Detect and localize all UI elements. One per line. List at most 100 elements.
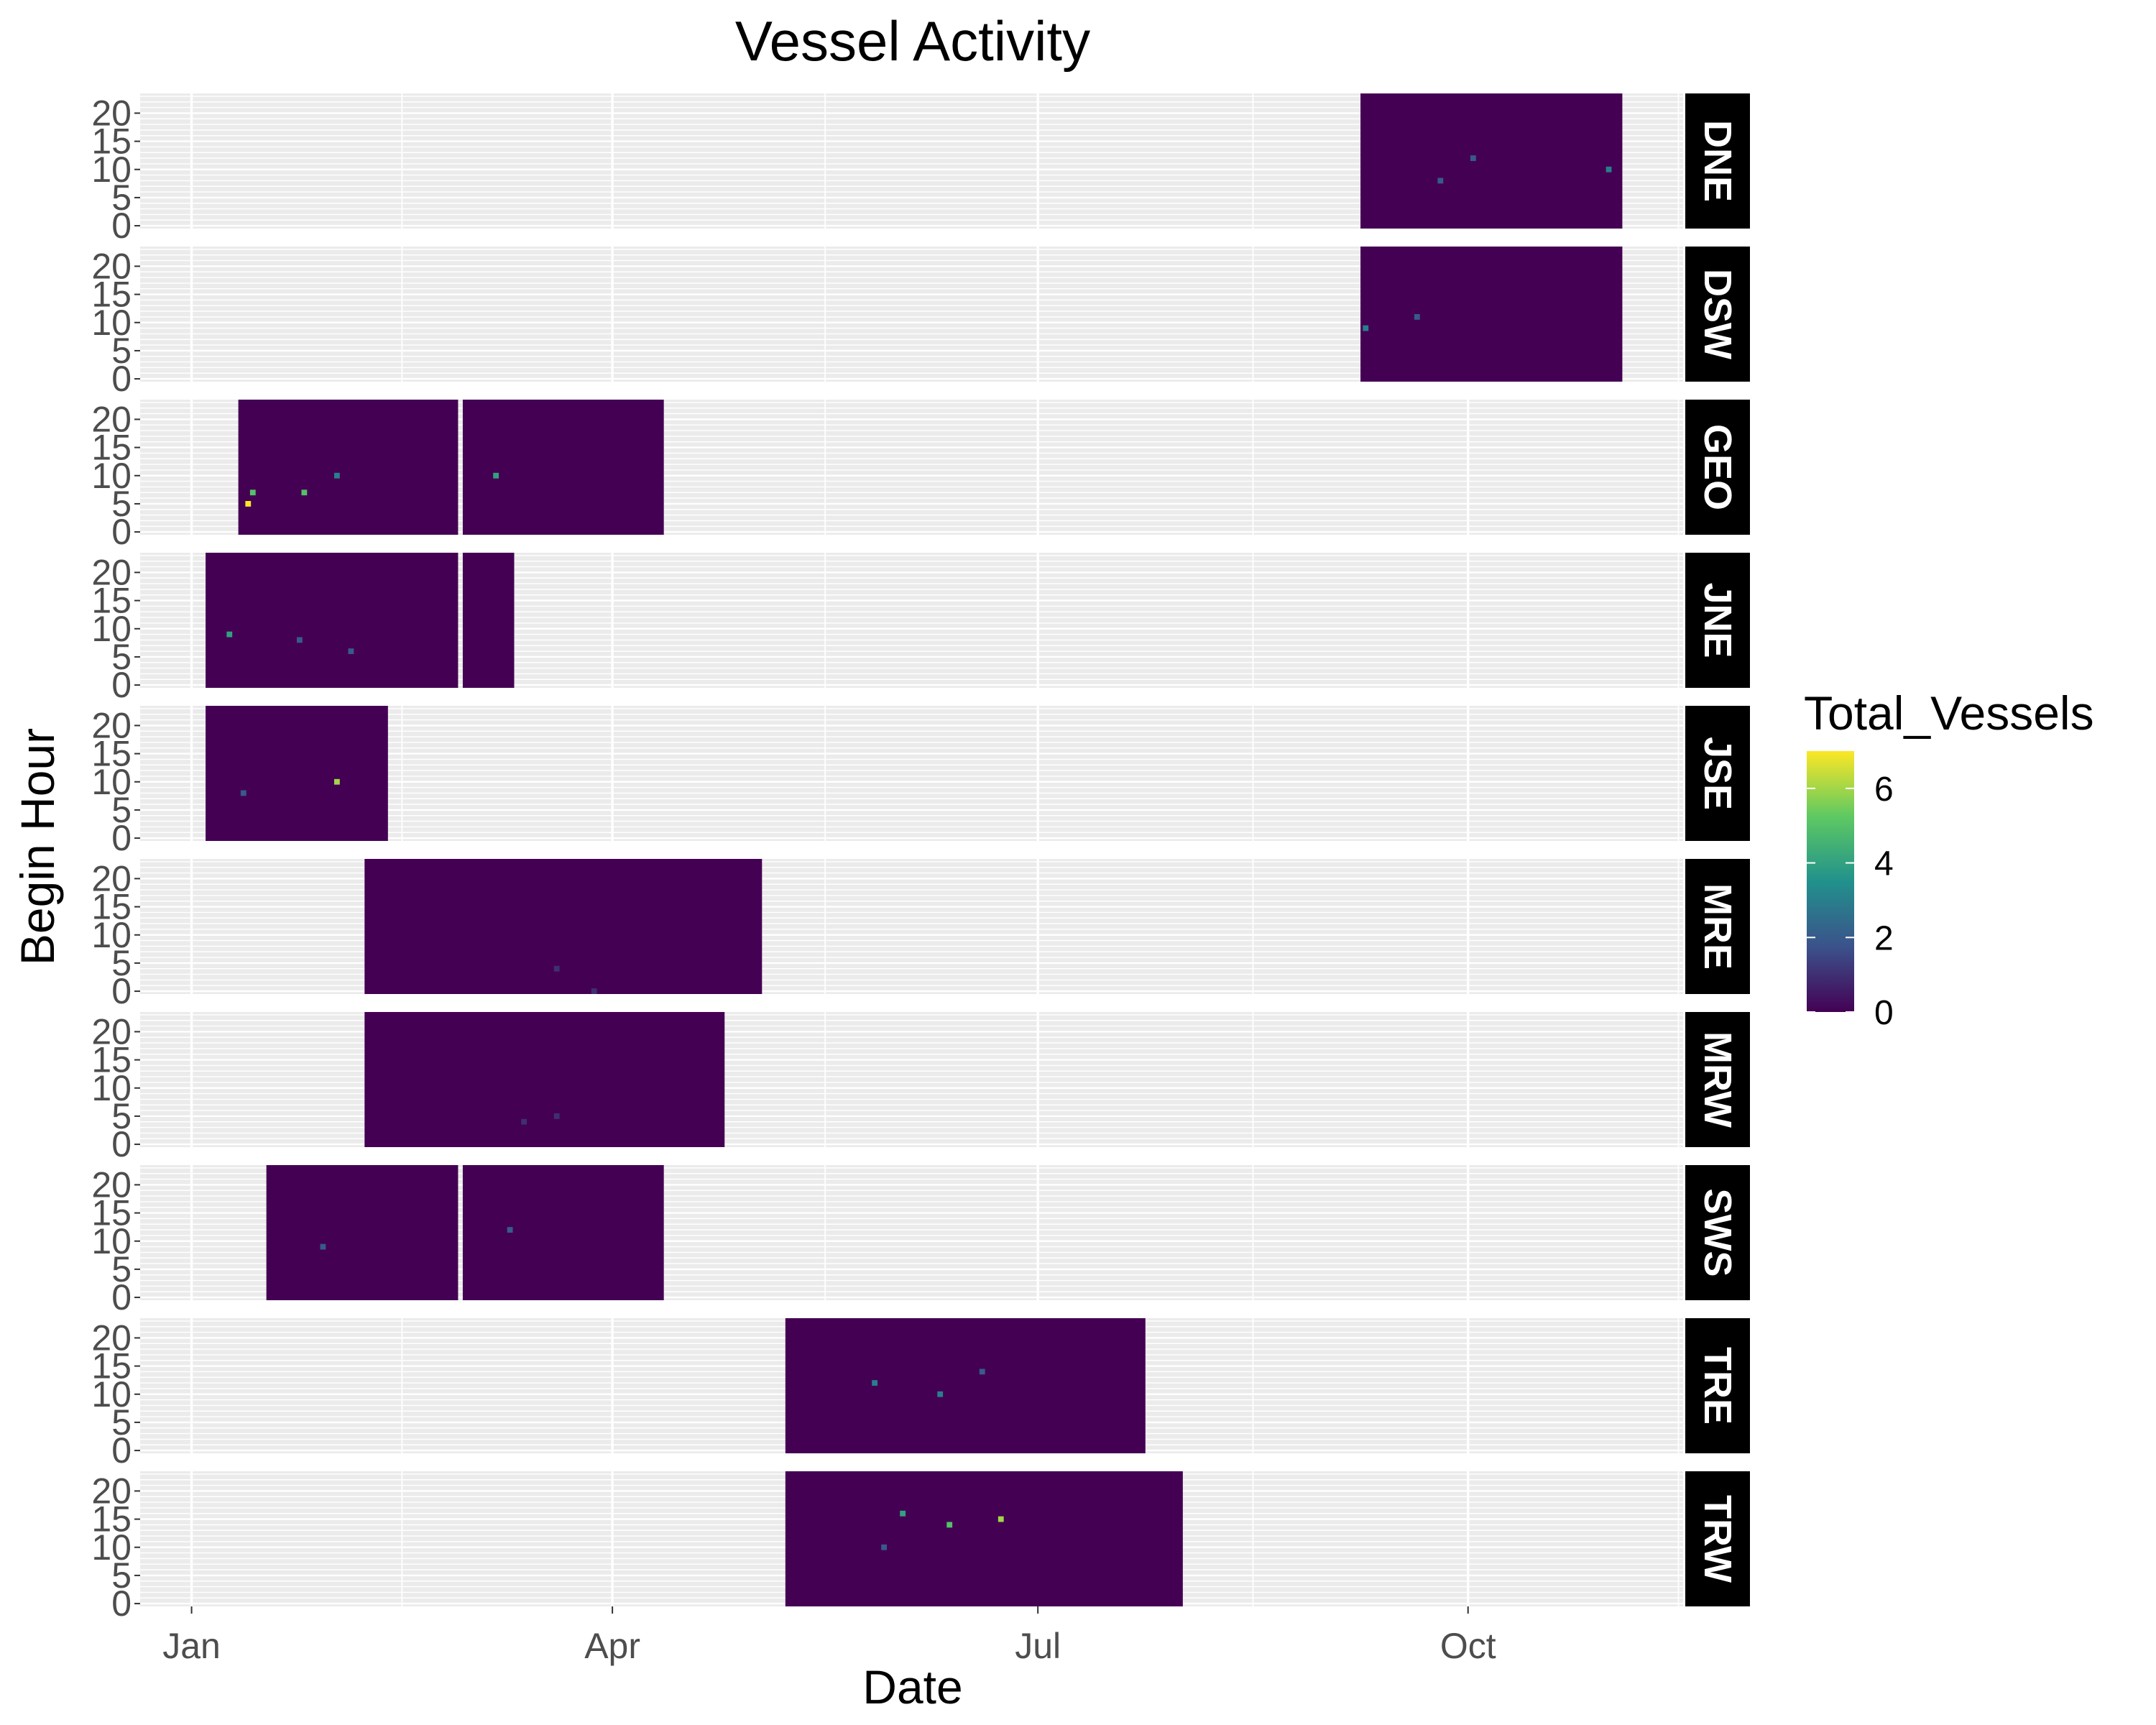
facet-strip	[1685, 1012, 1750, 1147]
y-tick-label: 5	[111, 1249, 132, 1289]
y-tick-label: 5	[111, 637, 132, 677]
legend-title: Total_Vessels	[1804, 686, 2094, 740]
y-tick-label: 20	[91, 1317, 132, 1358]
heatmap-cell	[521, 1118, 528, 1125]
heatmap-cell	[493, 472, 499, 479]
heatmap-cell	[249, 489, 256, 496]
y-tick-label: 0	[111, 818, 132, 858]
y-tick-label: 20	[91, 1471, 132, 1511]
heatmap-block	[206, 553, 459, 688]
heatmap-cell	[348, 648, 354, 654]
facet-panels: 05101520DNE05101520DSW05101520GEO0510152…	[91, 93, 1750, 1624]
y-tick-label: 5	[111, 331, 132, 371]
facet-strip-label: MRE	[1696, 883, 1739, 970]
facet-strip-label: GEO	[1696, 424, 1739, 510]
y-tick-label: 10	[91, 762, 132, 802]
heatmap-block	[206, 706, 388, 841]
legend-colorbar	[1807, 751, 1854, 1012]
y-axis-title: Begin Hour	[11, 728, 64, 965]
heatmap-cell	[507, 1227, 513, 1233]
heatmap-block	[462, 400, 664, 535]
facet-strip-label: TRW	[1696, 1495, 1739, 1583]
y-tick-label: 0	[111, 512, 132, 552]
facet-strip-label: DSW	[1696, 269, 1739, 359]
y-tick-label: 0	[111, 1277, 132, 1317]
legend-tick-label: 4	[1874, 845, 1894, 883]
y-tick-label: 15	[91, 734, 132, 774]
y-tick-label: 0	[111, 206, 132, 246]
heatmap-cell	[937, 1391, 944, 1397]
y-tick-label: 20	[91, 858, 132, 898]
heatmap-cell	[245, 501, 252, 507]
y-tick-label: 10	[91, 150, 132, 190]
panel-background	[140, 706, 1683, 841]
heatmap-cell	[900, 1510, 906, 1517]
heatmap-block	[785, 1318, 1146, 1453]
heatmap-cell	[553, 965, 560, 972]
heatmap-cell	[1414, 314, 1420, 320]
heatmap-cell	[320, 1243, 326, 1250]
y-tick-label: 15	[91, 887, 132, 927]
facet-strip	[1685, 859, 1750, 994]
heatmap-block	[364, 859, 763, 994]
heatmap-cell	[881, 1544, 888, 1550]
heatmap-cell	[946, 1522, 953, 1528]
facet-strip	[1685, 93, 1750, 229]
y-tick-label: 15	[91, 428, 132, 468]
y-tick-label: 0	[111, 971, 132, 1011]
legend-tick-label: 0	[1874, 994, 1894, 1032]
y-tick-label: 5	[111, 943, 132, 983]
y-tick-label: 0	[111, 359, 132, 399]
heatmap-cell	[240, 790, 247, 796]
facet-strip	[1685, 247, 1750, 382]
y-tick-label: 5	[111, 790, 132, 830]
y-tick-label: 15	[91, 275, 132, 315]
y-tick-label: 20	[91, 93, 132, 133]
facet-strip	[1685, 400, 1750, 535]
y-tick-label: 15	[91, 1193, 132, 1233]
heatmap-cell	[872, 1380, 878, 1386]
y-tick-label: 15	[91, 1346, 132, 1386]
y-tick-label: 5	[111, 178, 132, 218]
heatmap-block	[1360, 247, 1623, 382]
y-tick-label: 10	[91, 303, 132, 343]
heatmap-cell	[553, 1113, 560, 1119]
facet-strip	[1685, 706, 1750, 841]
y-tick-label: 20	[91, 552, 132, 592]
facet-strip-label: SWS	[1696, 1188, 1739, 1276]
heatmap-cell	[591, 988, 597, 994]
y-tick-label: 20	[91, 399, 132, 439]
facet-strip-label: DNE	[1696, 120, 1739, 202]
heatmap-cell	[334, 472, 340, 479]
heatmap-block	[462, 1165, 664, 1300]
facet-strip-label: JSE	[1696, 737, 1739, 810]
facet-strip	[1685, 1471, 1750, 1606]
y-tick-label: 15	[91, 1499, 132, 1540]
heatmap-cell	[1606, 166, 1612, 172]
heatmap-block	[364, 1012, 725, 1147]
y-tick-label: 10	[91, 1068, 132, 1108]
heatmap-cell	[226, 631, 233, 638]
y-tick-label: 10	[91, 609, 132, 649]
y-tick-label: 20	[91, 1164, 132, 1205]
y-tick-label: 0	[111, 1430, 132, 1471]
y-tick-label: 5	[111, 1402, 132, 1443]
y-tick-label: 20	[91, 246, 132, 286]
heatmap-cell	[301, 489, 308, 496]
heatmap-block	[238, 400, 459, 535]
y-tick-label: 5	[111, 1555, 132, 1596]
y-tick-label: 10	[91, 1527, 132, 1568]
x-tick-label: Jan	[162, 1626, 221, 1666]
y-tick-label: 10	[91, 456, 132, 496]
heatmap-cell	[296, 637, 303, 643]
y-tick-label: 0	[111, 665, 132, 705]
facet-strip	[1685, 1165, 1750, 1300]
